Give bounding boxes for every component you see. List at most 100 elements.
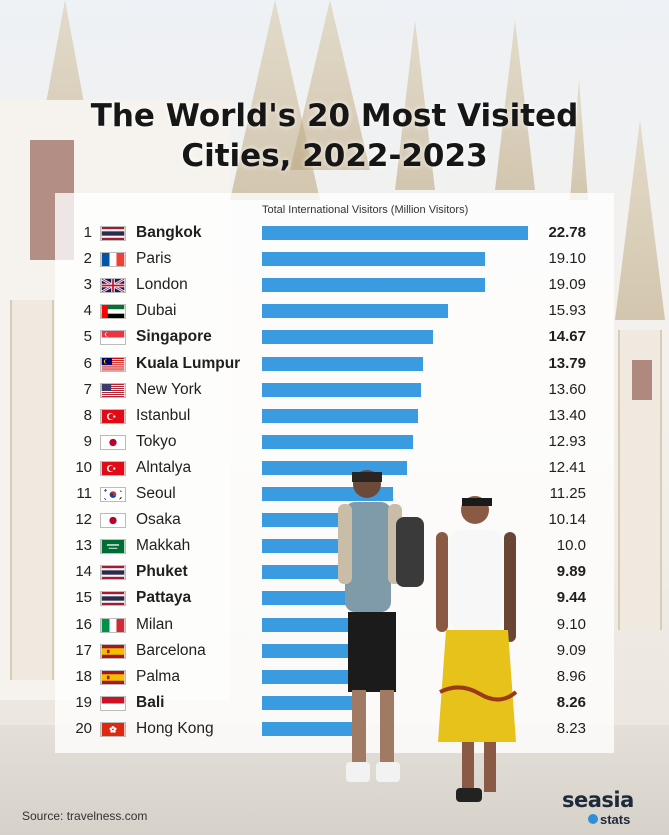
city-label: Makkah (136, 537, 191, 555)
bar-row: 7 New York 13.60 (0, 377, 669, 403)
bar (262, 252, 486, 267)
bar (262, 617, 369, 632)
city-label: Bali (136, 693, 165, 711)
bar-row: 20 Hong Kong 8.23 (0, 716, 669, 742)
bar (262, 304, 448, 319)
value-label: 8.23 (556, 719, 586, 737)
value-label: 15.93 (548, 302, 586, 320)
bar (262, 382, 421, 397)
city-label: Bangkok (136, 224, 202, 241)
bar (262, 226, 528, 240)
bar-row: 8 Istanbul 13.40 (0, 403, 669, 429)
bar (262, 434, 413, 449)
flag-thailand-icon (100, 565, 126, 581)
bar (262, 591, 373, 606)
rank-label: 12 (75, 511, 92, 529)
city-label: Palma (136, 667, 180, 685)
rank-label: 7 (83, 380, 92, 398)
rank-label: 3 (83, 276, 92, 294)
flag-thailand-icon (100, 591, 126, 607)
bar-row: 17 Barcelona 9.09 (0, 638, 669, 664)
city-label: Seoul (136, 485, 176, 502)
bar-row: 18 Palma 8.96 (0, 664, 669, 690)
city-label: Hong Kong (136, 719, 214, 737)
bar-row: 15 Pattaya 9.44 (0, 585, 669, 611)
city-label: Pattaya (136, 589, 192, 607)
bar-row: 3 London 19.09 (0, 272, 669, 298)
bar (262, 356, 424, 371)
value-label: 10.0 (556, 537, 586, 555)
city-label: Phuket (136, 563, 188, 581)
city-label: New York (136, 380, 202, 398)
bar-row: 9 Tokyo 12.93 (0, 429, 669, 455)
bar-row: 6 Kuala Lumpur 13.79 (0, 351, 669, 377)
bar-row: 2 Paris 19.10 (0, 246, 669, 272)
value-label: 13.60 (548, 380, 586, 398)
bar-row: 4 Dubai 15.93 (0, 298, 669, 324)
flag-indonesia-icon (100, 695, 126, 711)
rank-label: 13 (75, 537, 92, 555)
city-label: Istanbul (136, 406, 191, 424)
bar-row: 10 Alntalya 12.41 (0, 455, 669, 481)
rank-label: 17 (75, 641, 92, 659)
brand-logo: seasia (562, 788, 634, 812)
flag-turkey-icon (100, 408, 126, 424)
value-label: 22.78 (548, 224, 586, 241)
source-note: Source: travelness.com (22, 809, 148, 823)
value-label: 13.79 (548, 354, 586, 372)
rank-label: 1 (83, 224, 92, 241)
flag-singapore-icon (100, 330, 126, 346)
value-label: 9.10 (556, 615, 586, 633)
rank-label: 5 (83, 328, 92, 346)
rank-label: 4 (83, 302, 92, 320)
flag-malaysia-icon (100, 356, 126, 372)
bar (262, 278, 485, 293)
value-label: 9.89 (556, 563, 586, 581)
flag-spain-icon (100, 669, 126, 685)
rank-label: 9 (83, 432, 92, 450)
axis-label: Total International Visitors (Million Vi… (262, 204, 469, 216)
flag-thailand-icon (100, 226, 126, 241)
city-label: Singapore (136, 328, 212, 346)
brand-sub: stats (600, 812, 631, 827)
flag-france-icon (100, 252, 126, 268)
bar (262, 643, 369, 658)
flag-hong-kong-icon (100, 721, 126, 737)
bar (262, 721, 359, 736)
flag-japan-icon (100, 434, 126, 450)
flag-italy-icon (100, 617, 126, 633)
city-label: Paris (136, 250, 172, 268)
flag-usa-icon (100, 382, 126, 398)
flag-uae-icon (100, 304, 126, 320)
flag-south-korea-icon (100, 487, 126, 502)
rank-label: 11 (76, 485, 92, 502)
value-label: 12.41 (548, 458, 586, 476)
flag-japan-icon (100, 513, 126, 529)
city-label: Alntalya (136, 458, 192, 476)
title-line-1: The World's 20 Most Visited (90, 98, 579, 134)
flag-saudi-arabia-icon (100, 539, 126, 555)
city-label: Dubai (136, 302, 177, 320)
rank-label: 20 (75, 719, 92, 737)
value-label: 14.67 (548, 328, 586, 346)
value-label: 12.93 (548, 432, 586, 450)
rank-label: 10 (75, 458, 92, 476)
value-label: 13.40 (548, 406, 586, 424)
city-label: Kuala Lumpur (136, 354, 241, 372)
bar-row: 1 Bangkok 22.78 (0, 220, 669, 246)
city-label: London (136, 276, 188, 294)
rank-label: 2 (83, 250, 92, 268)
travelers-illustration (338, 470, 518, 802)
bar-row: 5 Singapore 14.67 (0, 324, 669, 350)
city-label: Osaka (136, 511, 181, 529)
value-label: 8.26 (556, 693, 586, 711)
flag-spain-icon (100, 643, 126, 659)
bar-row: 19 Bali 8.26 (0, 690, 669, 716)
brand-dot-icon (588, 814, 598, 824)
rank-label: 19 (75, 693, 92, 711)
flag-uk-icon (100, 278, 126, 294)
city-label: Barcelona (136, 641, 206, 659)
rank-label: 18 (75, 667, 92, 685)
value-label: 19.10 (548, 250, 586, 268)
rank-label: 8 (83, 406, 92, 424)
